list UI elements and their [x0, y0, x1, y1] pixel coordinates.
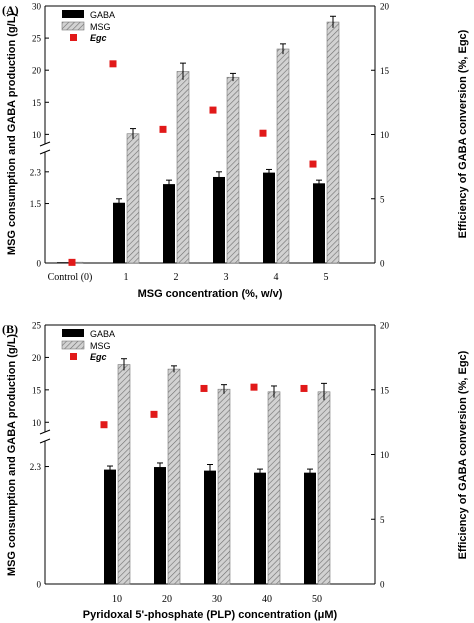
right-tick-label: 5	[380, 194, 385, 204]
left-tick-label: 25	[32, 34, 42, 44]
panel-label: (A)	[2, 3, 19, 17]
left-tick-label: 0	[37, 259, 42, 269]
right-tick-label: 0	[380, 580, 385, 590]
legend-label-egc: Egc	[90, 33, 107, 43]
left-tick-label: 2.3	[30, 167, 42, 177]
chart-panel-b: 0 2.3 10 15 20 25 0 5 10 15 20 10 20 30 40 50 Pyridoxal …	[2, 321, 469, 622]
x-axis-label: Pyridoxal 5'-phosphate (PLP) concentrati…	[83, 609, 338, 621]
right-tick-label: 15	[380, 66, 390, 76]
bar-gaba	[104, 469, 116, 584]
egc-marker	[159, 125, 167, 133]
right-tick-label: 10	[380, 450, 390, 460]
left-tick-label: 15	[32, 385, 42, 395]
bar-gaba	[213, 176, 225, 263]
x-tick-label: 30	[212, 594, 222, 605]
bar-gaba	[263, 172, 275, 263]
egc-marker	[259, 129, 267, 137]
y-axis-label-right: Efficiency of GABA conversion (%, Egc)	[457, 29, 469, 238]
bar-msg	[176, 71, 190, 264]
right-tick-label: 10	[380, 130, 390, 140]
bar-msg	[167, 368, 181, 585]
left-tick-label: 1.5	[30, 199, 42, 209]
bar-gaba	[304, 472, 316, 584]
x-tick-label: 50	[312, 594, 322, 605]
legend-swatch-egc	[70, 353, 77, 360]
left-tick-label: 10	[32, 418, 42, 428]
left-tick-label: 2.3	[30, 462, 42, 472]
legend-swatch-egc	[70, 34, 77, 41]
panel-label: (B)	[2, 322, 18, 336]
left-tick-label: 25	[32, 321, 42, 331]
bar-gaba	[57, 262, 69, 263]
left-tick-label: 30	[32, 2, 42, 12]
axis-break-mark	[39, 149, 51, 155]
legend-label-msg: MSG	[90, 22, 111, 32]
left-tick-label: 20	[32, 353, 42, 363]
bar-msg	[126, 133, 140, 264]
right-tick-label: 15	[380, 385, 390, 395]
bar-gaba	[154, 467, 166, 584]
y-axis-label-left: MSG consumption and GABA production (g/L…	[6, 334, 18, 577]
x-tick-label: 5	[324, 272, 329, 283]
legend-label-egc: Egc	[90, 352, 107, 362]
legend-label-gaba: GABA	[90, 329, 115, 339]
egc-marker	[250, 383, 258, 391]
bar-msg	[276, 48, 290, 264]
right-tick-label: 20	[380, 321, 390, 331]
bar-gaba	[313, 183, 325, 263]
legend-swatch-msg	[61, 340, 85, 350]
bar-msg	[217, 388, 231, 585]
egc-marker	[109, 60, 117, 68]
axis-break-mark	[39, 429, 51, 435]
egc-marker	[309, 160, 317, 168]
legend-swatch-gaba	[62, 329, 84, 337]
right-tick-label: 5	[380, 515, 385, 525]
egc-marker	[300, 384, 308, 392]
legend-label-gaba: GABA	[90, 10, 115, 20]
x-tick-label: 2	[174, 272, 179, 283]
left-tick-label: 10	[32, 130, 42, 140]
bar-gaba	[163, 184, 175, 263]
chart-panel-a: 0 1.5 2.3 10 15 20 25 30 0 5 10 15 20 Control (0) 1 2 3 4…	[2, 2, 469, 301]
x-axis-label: MSG concentration (%, w/v)	[138, 288, 283, 300]
x-tick-label: 20	[162, 594, 172, 605]
y-axis-label-right: Efficiency of GABA conversion (%, Egc)	[457, 350, 469, 559]
x-tick-label: 40	[262, 594, 272, 605]
y-axis-label-left: MSG consumption and GABA production (g/L…	[6, 13, 18, 256]
egc-marker	[209, 106, 217, 114]
legend-swatch-msg	[61, 21, 85, 31]
bar-msg	[326, 21, 340, 264]
left-tick-label: 0	[37, 580, 42, 590]
legend-swatch-gaba	[62, 10, 84, 18]
x-tick-label: 1	[124, 272, 129, 283]
bar-msg	[267, 391, 281, 585]
right-tick-label: 20	[380, 2, 390, 12]
bar-gaba	[113, 202, 125, 263]
axis-break-mark	[39, 141, 51, 147]
right-tick-label: 0	[380, 259, 385, 269]
legend-label-msg: MSG	[90, 341, 111, 351]
x-tick-label: 10	[112, 594, 122, 605]
bar-msg	[117, 364, 131, 585]
bar-gaba	[254, 472, 266, 584]
egc-marker	[150, 410, 158, 418]
egc-marker	[200, 384, 208, 392]
bar-msg	[226, 76, 240, 264]
x-tick-label: Control (0)	[48, 272, 93, 283]
x-tick-label: 4	[274, 272, 279, 283]
egc-marker	[100, 421, 108, 429]
bar-msg	[317, 391, 331, 585]
x-tick-label: 3	[224, 272, 229, 283]
egc-marker	[68, 258, 76, 266]
left-tick-label: 15	[32, 98, 42, 108]
axis-break-mark	[39, 438, 51, 444]
bar-gaba	[204, 470, 216, 584]
left-tick-label: 20	[32, 66, 42, 76]
